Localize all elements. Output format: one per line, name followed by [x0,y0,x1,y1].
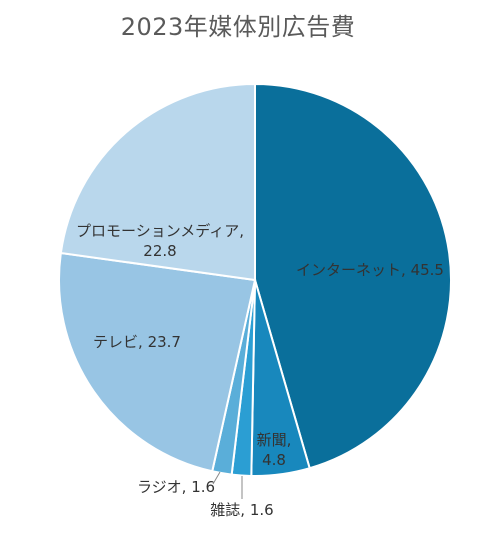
slice-label-magazine: 雑誌, 1.6 [210,501,273,519]
slice-label-tv: テレビ, 23.7 [93,333,181,351]
leader-lines [212,471,243,499]
pie-slice-promotion [59,82,256,282]
slice-label-radio: ラジオ, 1.6 [137,478,215,496]
slice-label-promotion-name: プロモーションメディア, [76,222,244,240]
slice-label-internet: インターネット, 45.5 [296,261,444,279]
slice-label-newspaper-name: 新聞, [257,431,292,449]
slice-labels: インターネット, 45.5 新聞, 4.8 雑誌, 1.6 ラジオ, 1.6 テレビ, 2… [76,222,444,519]
pie-slices [58,82,453,477]
slice-label-newspaper-value: 4.8 [262,451,286,469]
pie-slice-internet [254,82,453,470]
chart-title: 2023年媒体別広告費 [121,13,356,41]
pie-slice-tv [58,251,257,473]
slice-label-promotion-value: 22.8 [143,242,176,260]
leader-line-radio [212,471,221,485]
